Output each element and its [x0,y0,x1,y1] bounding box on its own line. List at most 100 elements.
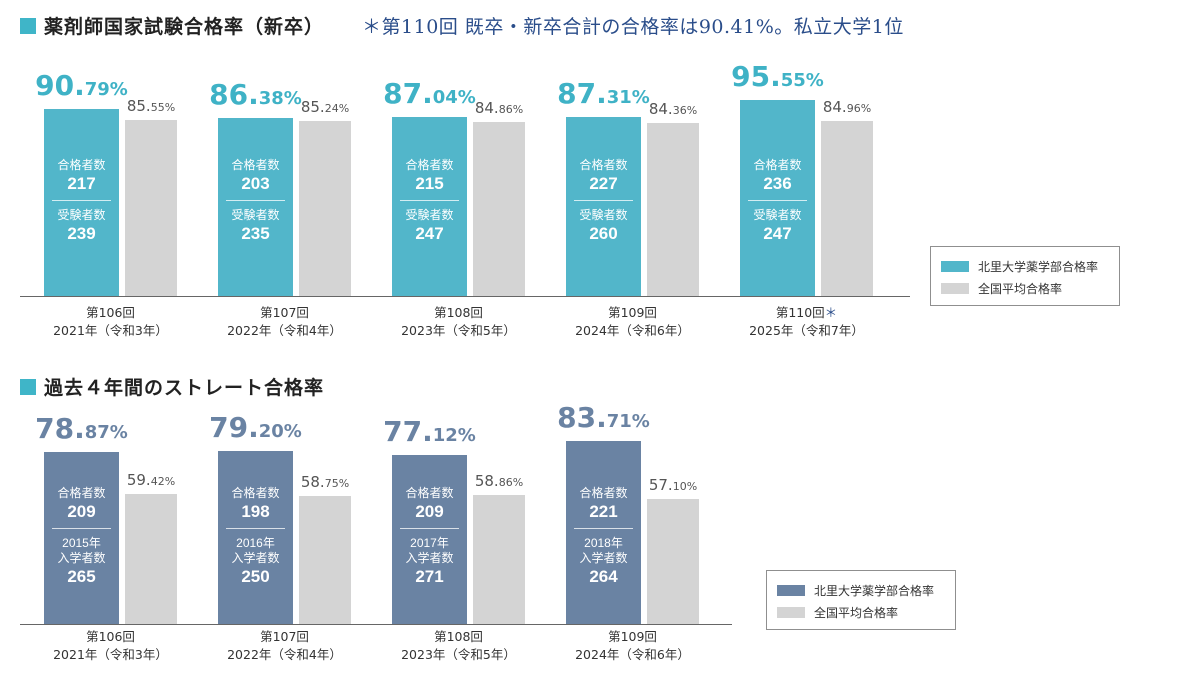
chart2-xlabel-session: 第108回 [376,628,541,646]
chart1-examinees-label: 受験者数 [579,208,628,223]
chart1-inbar-2: 合格者数 203 受験者数 235 [218,158,293,245]
chart2-second-count: 265 [67,567,96,587]
chart1-value-kitasato-int: 87. [557,76,607,110]
chart2-passers-label: 合格者数 [579,486,628,500]
chart2-passers-count: 221 [589,502,618,521]
chart2-inbar-divider [226,528,285,530]
chart1-value-kitasato-dec: 55% [780,69,824,91]
chart2-axis-line [20,624,732,625]
chart1-value-kitasato-dec: 04% [432,87,476,109]
chart1-value-kitasato-int: 86. [209,78,259,112]
chart1-passers-count: 227 [589,174,618,193]
chart1-inbar-1: 合格者数 217 受験者数 239 [44,158,119,245]
chart1-passers-label: 合格者数 [231,158,280,172]
chart1-xlabel-session: 第110回＊ [724,304,889,322]
chart2-value-average-1: 59.42% [111,472,191,488]
chart2-bar-kitasato-3 [392,455,467,624]
chart2-legend-kitasato-label: 北里大学薬学部合格率 [814,583,935,598]
chart2-value-kitasato-int: 77. [383,415,433,449]
chart1-value-average-2: 85.24% [285,99,365,115]
chart1-legend-kitasato: 北里大学薬学部合格率 [941,255,1109,277]
chart1-xlabel-year: 2025年（令和7年） [749,323,864,339]
chart1-value-kitasato-dec: 79% [84,79,128,101]
section1-header: 薬剤師国家試験合格率（新卒） ＊第110回 既卒・新卒合計の合格率は90.41%… [20,12,904,39]
chart2-bar-kitasato-4 [566,441,641,624]
chart2-inbar-divider [400,528,459,530]
chart2-entry-year-label: 2018年 [584,536,623,551]
chart1-inbar-divider [400,200,459,202]
chart1-inbar-4: 合格者数 227 受験者数 260 [566,158,641,245]
chart1-value-average-dec: 55% [150,101,176,115]
chart1-xlabel-session-text: 第106回 [86,305,135,320]
chart2-value-average-int: 58. [474,472,499,491]
chart2-value-kitasato-dec: 87% [84,421,128,443]
chart2-inbar-1: 合格者数 209 2015年 入学者数 265 [44,486,119,588]
chart1-value-kitasato-2: 86.38% [198,81,313,109]
chart2-passers-count: 209 [67,502,96,521]
chart2-second-count: 264 [589,567,618,587]
chart1-value-average-4: 84.36% [633,101,713,117]
chart2-xlabel-session-text: 第109回 [608,629,657,644]
chart1-passers-label: 合格者数 [753,158,802,172]
chart2-entrants-label: 入学者数 [405,551,454,566]
chart1-bar-average-5 [821,121,873,296]
chart2-value-average-int: 58. [300,472,325,491]
section2-header: 過去４年間のストレート合格率 [20,373,324,400]
chart1-examinees-label: 受験者数 [57,208,106,223]
chart1-value-average-3: 84.86% [459,100,539,116]
chart1-value-average-5: 84.96% [807,99,887,115]
chart2-legend: 北里大学薬学部合格率 全国平均合格率 [766,570,956,630]
chart1-inbar-divider [226,200,285,202]
chart1-second-count: 235 [241,224,270,244]
chart1-legend-average-label: 全国平均合格率 [978,281,1063,296]
chart2-passers-label: 合格者数 [57,486,106,500]
chart2-bar-average-3 [473,495,525,624]
chart2-passers-count: 209 [415,502,444,521]
chart1-bar-kitasato-1 [44,109,119,296]
chart1-inbar-divider [748,200,807,202]
section1-marker [20,17,36,34]
chart1-legend-average-swatch [941,282,969,294]
chart1-examinees-label: 受験者数 [753,208,802,223]
chart1-xlabel-session: 第107回 [202,304,367,322]
chart1-value-kitasato-int: 95. [731,59,781,93]
chart2-value-average-dec: 10% [672,480,698,494]
chart2-xlabel-2: 第107回 2022年（令和4年） [202,628,367,664]
chart2-value-kitasato-dec: 20% [258,420,302,442]
chart1-second-count: 260 [589,224,618,244]
chart1-xlabel-year: 2022年（令和4年） [227,323,342,339]
chart2-value-average-dec: 86% [498,476,524,490]
chart2-bar-average-4 [647,499,699,624]
chart1-value-average-int: 84. [822,98,847,117]
chart2-xlabel-year: 2022年（令和4年） [227,647,342,663]
chart2-value-average-2: 58.75% [285,474,365,490]
chart1-legend-kitasato-swatch [941,260,969,272]
chart1-bar-average-3 [473,121,525,296]
chart2-value-average-3: 58.86% [459,473,539,489]
section1-title: 薬剤師国家試験合格率（新卒） [44,16,325,38]
chart1-second-count: 247 [415,224,444,244]
chart2-value-kitasato-3: 77.12% [372,418,487,446]
chart2-legend-average-swatch [777,606,805,618]
chart2-value-average-dec: 75% [324,476,350,490]
chart1-xlabel-session-text: 第108回 [434,305,483,320]
chart1-inbar-divider [574,200,633,202]
chart1-value-kitasato-int: 90. [35,69,85,103]
chart2-xlabel-session-text: 第108回 [434,629,483,644]
chart1-bar-average-1 [125,120,177,296]
chart1-xlabel-session-text: 第109回 [608,305,657,320]
chart1-value-average-int: 85. [300,97,325,116]
chart2-xlabel-year: 2021年（令和3年） [53,647,168,663]
chart2-value-kitasato-int: 78. [35,411,85,445]
chart2-value-average-4: 57.10% [633,477,713,493]
chart2-bar-kitasato-1 [44,451,119,624]
chart1-legend-average: 全国平均合格率 [941,277,1109,299]
chart1-xlabel-asterisk: ＊ [824,305,838,320]
chart2-legend-kitasato-swatch [777,584,805,596]
chart1-examinees-label: 受験者数 [231,208,280,223]
chart2-xlabel-4: 第109回 2024年（令和6年） [550,628,715,664]
chart1-xlabel-year: 2024年（令和6年） [575,323,690,339]
chart1-xlabel-session-text: 第107回 [260,305,309,320]
chart2-entrants-label: 入学者数 [579,551,628,566]
chart1-xlabel-session: 第108回 [376,304,541,322]
